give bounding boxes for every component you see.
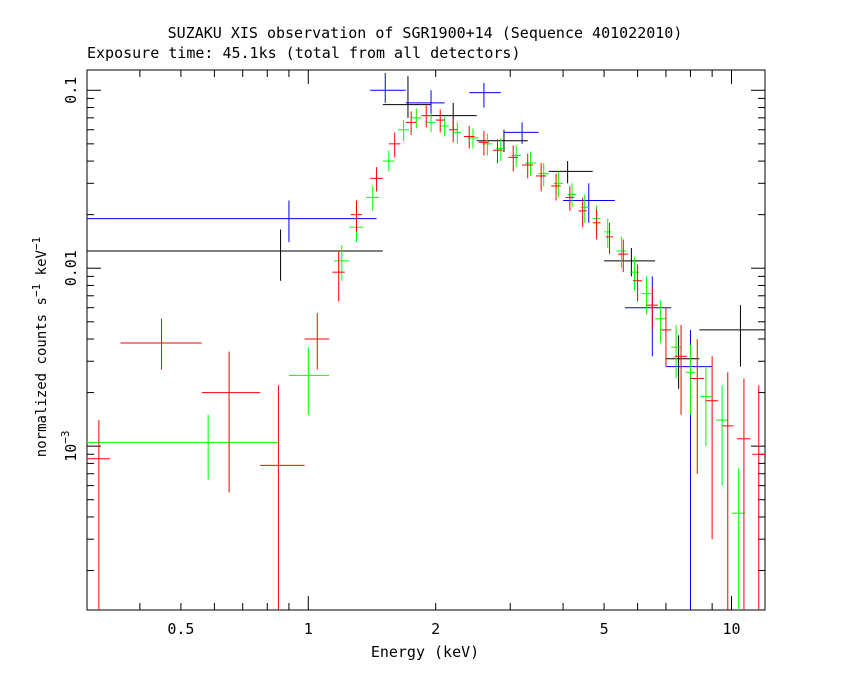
data-point <box>508 145 519 172</box>
data-point <box>665 335 700 389</box>
data-point <box>565 185 575 211</box>
data-point <box>660 307 672 367</box>
data-point <box>563 183 615 223</box>
data-point <box>87 414 279 480</box>
data-point <box>646 286 658 330</box>
data-point <box>538 163 549 186</box>
x-axis-label: Energy (keV) <box>371 643 479 661</box>
data-point <box>604 218 612 248</box>
data-series <box>87 73 765 610</box>
data-point <box>426 113 436 133</box>
x-tick-label: 10 <box>722 620 740 638</box>
data-point <box>366 185 380 211</box>
data-point <box>260 385 305 610</box>
data-point <box>350 200 363 232</box>
data-point <box>605 222 614 255</box>
y-tick-label: 0.01 <box>62 250 80 286</box>
axis-tick-labels: 0.5 1 2 5 10 0.1 0.01 10−3 <box>59 77 741 638</box>
data-point <box>642 276 651 315</box>
data-point <box>705 356 719 540</box>
chart-subtitle: Exposure time: 45.1ks (total from all de… <box>87 44 520 62</box>
data-point <box>411 108 422 129</box>
data-point <box>478 131 489 156</box>
chart-title: SUZAKU XIS observation of SGR1900+14 (Se… <box>168 24 683 42</box>
data-point <box>120 318 202 370</box>
series-3 <box>87 105 765 610</box>
data-point <box>333 245 350 281</box>
data-point <box>87 229 383 281</box>
x-tick-label: 2 <box>431 620 440 638</box>
data-point <box>388 132 401 158</box>
plot-frame <box>86 69 766 611</box>
data-point <box>578 197 587 228</box>
data-point <box>592 209 601 240</box>
data-point <box>690 339 704 474</box>
data-point <box>405 111 417 136</box>
data-point <box>382 76 432 118</box>
series-2 <box>87 108 746 610</box>
data-point <box>382 150 395 172</box>
data-point <box>469 82 501 108</box>
axis-ticks <box>86 70 765 610</box>
data-point <box>370 167 383 192</box>
data-point <box>616 236 627 269</box>
data-point <box>736 378 751 610</box>
data-point <box>503 122 539 144</box>
data-point <box>716 385 728 486</box>
y-axis-label: normalized counts s−1 keV−1 <box>30 237 50 457</box>
data-point <box>535 163 547 192</box>
data-point <box>618 239 629 273</box>
data-point <box>492 139 503 164</box>
data-point <box>448 118 458 143</box>
data-point <box>370 73 406 103</box>
series-1 <box>87 73 713 610</box>
data-point <box>87 200 377 243</box>
data-point <box>548 161 593 184</box>
data-point <box>671 324 682 379</box>
data-point <box>655 300 666 343</box>
y-tick-label: 10−3 <box>59 430 80 461</box>
y-tick-label: 0.1 <box>62 77 80 104</box>
data-point <box>551 173 561 201</box>
data-point <box>288 347 330 415</box>
data-point <box>304 313 330 370</box>
data-point <box>580 194 589 223</box>
data-point <box>332 250 345 302</box>
data-point <box>405 90 445 118</box>
x-tick-label: 1 <box>304 620 313 638</box>
data-point <box>398 120 410 141</box>
data-point <box>87 420 111 610</box>
data-point <box>201 351 261 493</box>
series-0 <box>87 76 765 389</box>
data-point <box>722 372 734 610</box>
data-point <box>674 324 687 415</box>
data-point <box>567 183 577 208</box>
data-point <box>453 122 462 144</box>
data-point <box>752 385 765 610</box>
x-tick-label: 5 <box>600 620 609 638</box>
data-point <box>699 305 765 367</box>
data-point <box>731 468 746 610</box>
data-point <box>700 366 712 447</box>
data-point <box>553 171 564 198</box>
data-point <box>463 125 475 149</box>
data-point <box>624 276 672 357</box>
data-point <box>421 105 432 128</box>
data-point <box>431 102 477 130</box>
data-point <box>522 153 534 179</box>
data-point <box>524 151 536 176</box>
data-point <box>685 345 696 415</box>
data-point <box>632 264 643 302</box>
data-point <box>435 109 445 133</box>
data-point <box>604 247 656 277</box>
x-tick-label: 0.5 <box>167 620 194 638</box>
